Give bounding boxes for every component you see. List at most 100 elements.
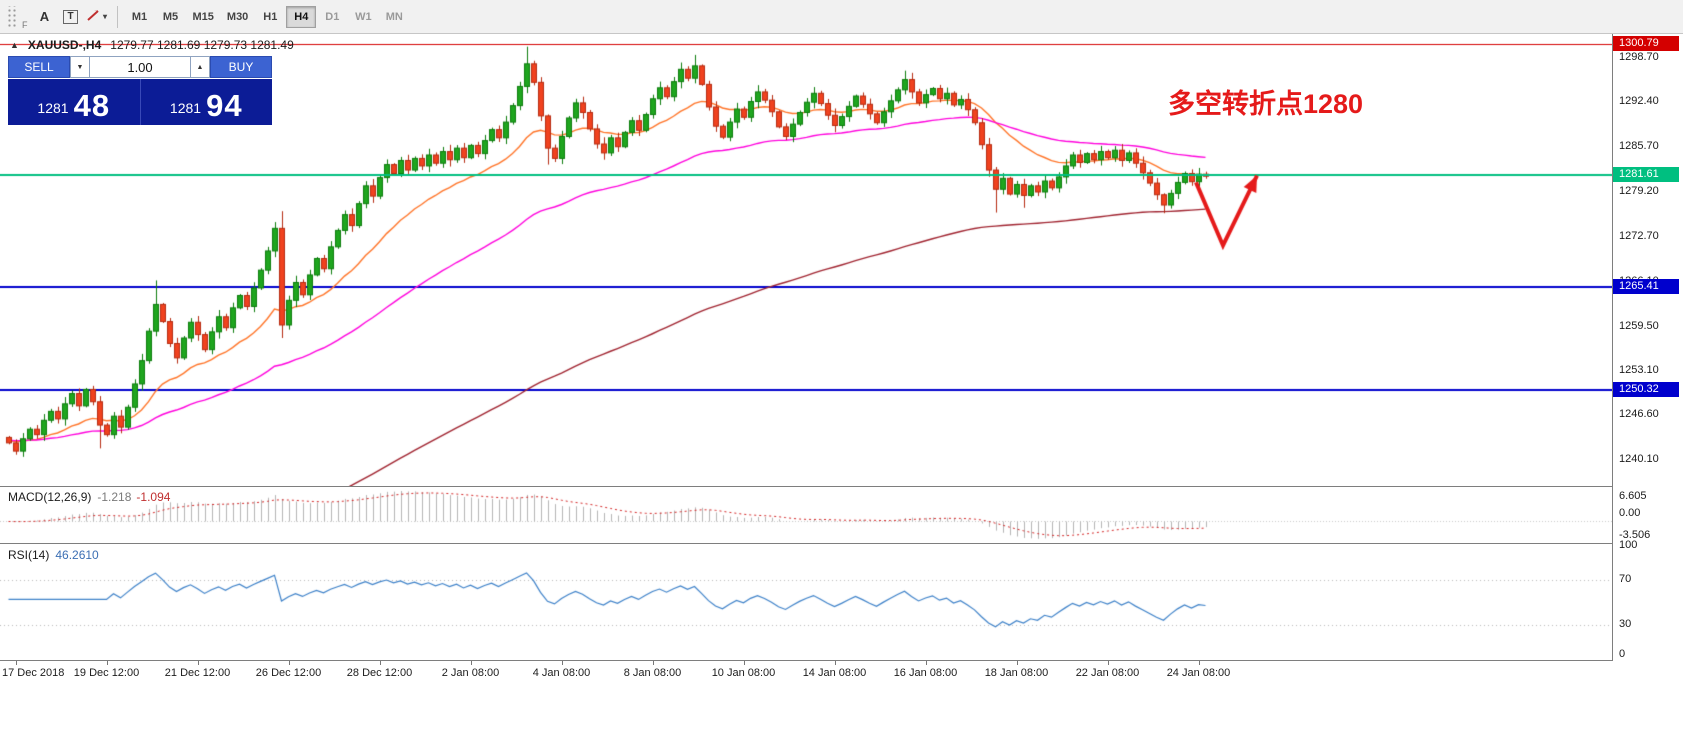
- rsi-title: RSI(14): [8, 548, 50, 562]
- time-axis-tick: [198, 661, 199, 665]
- panel-splitter-macd[interactable]: [0, 486, 1683, 487]
- price-axis-label: 1272.70: [1619, 229, 1659, 242]
- t-frame-icon: T: [63, 9, 78, 24]
- time-axis-label: 19 Dec 12:00: [73, 667, 140, 679]
- price-axis-label: 1298.70: [1619, 51, 1659, 64]
- sell-price-main: 1281: [37, 100, 69, 116]
- text-label-tool-button[interactable]: T: [58, 5, 84, 29]
- time-axis-label: 14 Jan 08:00: [802, 667, 867, 679]
- f-marker: F: [22, 20, 28, 30]
- price-axis-label: 1259.50: [1619, 320, 1659, 333]
- rsi-panel-canvas[interactable]: [0, 544, 1612, 660]
- panel-splitter-time-axis: [0, 660, 1683, 661]
- text-tool-button[interactable]: A: [32, 5, 58, 29]
- time-axis-tick: [16, 661, 17, 665]
- macd-axis-label: 0.00: [1619, 507, 1641, 519]
- timeframe-d1-button[interactable]: D1: [317, 6, 347, 28]
- timeframe-w1-button[interactable]: W1: [348, 6, 378, 28]
- price-axis-separator: [1612, 34, 1613, 660]
- buy-price-main: 1281: [169, 100, 202, 116]
- time-axis-label: 22 Jan 08:00: [1075, 667, 1140, 679]
- time-axis-tick: [1017, 661, 1018, 665]
- price-level-tag: 1250.32: [1613, 381, 1679, 397]
- time-axis-tick: [653, 661, 654, 665]
- chart-title: ▲ XAUUSD-,H4 1279.77 1281.69 1279.73 128…: [10, 38, 294, 52]
- timeframe-m1-button[interactable]: M1: [125, 6, 155, 28]
- macd-axis-label: 6.605: [1619, 490, 1647, 502]
- rsi-indicator-label: RSI(14) 46.2610: [8, 548, 99, 562]
- volume-input[interactable]: [90, 56, 190, 78]
- chevron-down-icon: ▾: [102, 12, 107, 21]
- macd-indicator-label: MACD(12,26,9) -1.218 -1.094: [8, 490, 170, 504]
- buy-button[interactable]: BUY: [210, 56, 272, 78]
- price-axis[interactable]: 1298.701292.401285.701279.201272.701266.…: [1613, 34, 1683, 690]
- sell-button[interactable]: SELL: [8, 56, 70, 78]
- rsi-axis-label: 0: [1619, 648, 1626, 660]
- price-axis-label: 1246.60: [1619, 408, 1659, 421]
- ohlc-values: 1279.77 1281.69 1279.73 1281.49: [110, 38, 294, 52]
- toolbar: F A T ▾ M1 M5 M15 M30 H1 H4 D1 W1 MN: [0, 0, 1683, 34]
- time-axis-label: 17 Dec 2018: [2, 667, 65, 679]
- time-axis[interactable]: 17 Dec 2018 19 Dec 12:00 21 Dec 12:00 26 De…: [0, 661, 1683, 690]
- timeframe-m30-button[interactable]: M30: [221, 6, 254, 28]
- time-axis-tick: [289, 661, 290, 665]
- time-axis-label: 2 Jan 08:00: [441, 667, 500, 679]
- toolbar-separator: [116, 5, 118, 28]
- time-axis-tick: [1199, 661, 1200, 665]
- one-click-trading-panel: SELL ▼ ▲ BUY 1281 48 1281 94: [8, 56, 272, 125]
- time-axis-tick: [1108, 661, 1109, 665]
- time-axis-label: 4 Jan 08:00: [532, 667, 591, 679]
- rsi-axis-label: 30: [1619, 618, 1632, 630]
- time-axis-tick: [744, 661, 745, 665]
- timeframe-mn-button[interactable]: MN: [379, 6, 409, 28]
- price-axis-label: 1240.10: [1619, 453, 1659, 466]
- macd-signal-value: -1.094: [136, 490, 171, 504]
- time-axis-tick: [380, 661, 381, 665]
- price-level-tag: 1300.79: [1613, 36, 1679, 51]
- price-axis-label: 1253.10: [1619, 363, 1659, 376]
- chart-annotation-text: 多空转折点1280: [1168, 89, 1364, 120]
- chart-area: ▲ XAUUSD-,H4 1279.77 1281.69 1279.73 128…: [0, 34, 1683, 732]
- timeframe-group: M1 M5 M15 M30 H1 H4 D1 W1 MN: [125, 5, 410, 28]
- collapse-trade-panel-icon[interactable]: ▲: [10, 40, 19, 50]
- sell-price-pips: 48: [73, 88, 111, 123]
- macd-panel-canvas[interactable]: [0, 487, 1612, 543]
- time-axis-label: 10 Jan 08:00: [711, 667, 776, 679]
- rsi-value: 46.2610: [55, 548, 99, 562]
- timeframe-m5-button[interactable]: M5: [156, 6, 186, 28]
- volume-decrease-button[interactable]: ▼: [70, 56, 90, 78]
- price-level-tag: 1281.61: [1613, 167, 1679, 183]
- rsi-axis-label: 100: [1619, 539, 1638, 551]
- time-axis-label: 16 Jan 08:00: [893, 667, 958, 679]
- timeframe-h1-button[interactable]: H1: [255, 6, 285, 28]
- time-axis-tick: [835, 661, 836, 665]
- sell-price-display[interactable]: 1281 48: [8, 79, 141, 125]
- time-axis-label: 24 Jan 08:00: [1166, 667, 1231, 679]
- timeframe-m15-button[interactable]: M15: [187, 6, 220, 28]
- toolbar-grip-icon[interactable]: [6, 5, 18, 28]
- panel-splitter-rsi[interactable]: [0, 543, 1683, 544]
- time-axis-label: 21 Dec 12:00: [164, 667, 231, 679]
- time-axis-label: 18 Jan 08:00: [984, 667, 1049, 679]
- time-axis-tick: [562, 661, 563, 665]
- time-axis-tick: [107, 661, 108, 665]
- price-axis-label: 1292.40: [1619, 94, 1659, 107]
- time-axis-tick: [926, 661, 927, 665]
- time-axis-tick: [471, 661, 472, 665]
- volume-increase-button[interactable]: ▲: [190, 56, 210, 78]
- macd-main-value: -1.218: [97, 490, 132, 504]
- arrow-shape-icon: [86, 8, 101, 25]
- buy-price-pips: 94: [206, 88, 243, 123]
- timeframe-h4-button[interactable]: H4: [286, 5, 317, 28]
- time-axis-label: 28 Dec 12:00: [346, 667, 413, 679]
- price-level-tag: 1265.41: [1613, 278, 1679, 294]
- macd-axis-label: -3.506: [1619, 529, 1651, 541]
- price-axis-label: 1279.20: [1619, 184, 1659, 197]
- time-axis-label: 8 Jan 08:00: [623, 667, 682, 679]
- macd-title: MACD(12,26,9): [8, 490, 92, 504]
- buy-price-display[interactable]: 1281 94: [141, 79, 273, 125]
- time-axis-label: 26 Dec 12:00: [255, 667, 322, 679]
- shapes-tool-button[interactable]: ▾: [84, 5, 110, 29]
- price-axis-label: 1285.70: [1619, 140, 1659, 153]
